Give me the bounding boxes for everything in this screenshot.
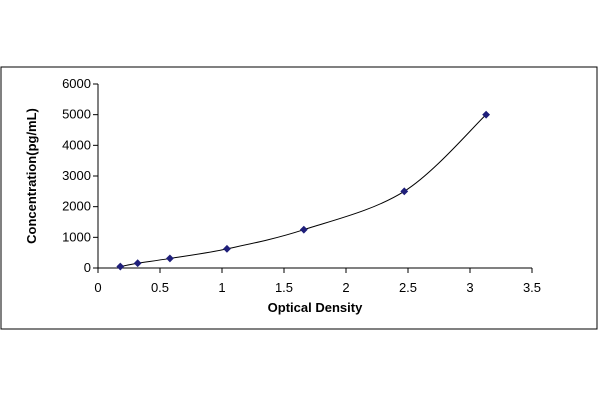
x-tick-label: 1 — [218, 280, 225, 295]
y-tick-label: 1000 — [62, 229, 91, 244]
data-point-marker — [400, 187, 409, 196]
x-tick-label: 0 — [94, 280, 101, 295]
y-tick-label: 3000 — [62, 168, 91, 183]
data-point-marker — [116, 262, 125, 271]
x-tick-label: 0.5 — [151, 280, 169, 295]
fit-curve — [120, 114, 487, 268]
x-tick-label: 1.5 — [275, 280, 293, 295]
data-point-marker — [482, 110, 491, 119]
x-tick-label: 2.5 — [399, 280, 417, 295]
x-tick-label: 2 — [342, 280, 349, 295]
x-axis-title: Optical Density — [268, 300, 363, 315]
data-point-marker — [133, 259, 142, 268]
data-point-marker — [299, 225, 308, 234]
y-tick-label: 2000 — [62, 199, 91, 214]
y-axis-title: Concentration(pg/mL) — [24, 108, 39, 244]
y-tick-label: 0 — [84, 260, 91, 275]
x-tick-label: 3.5 — [523, 280, 541, 295]
plot-area: 0 1000 2000 3000 4000 5000 6000 0 0.5 1 1.5 2 2.5 3 3.… — [62, 76, 541, 295]
x-tick-label: 3 — [466, 280, 473, 295]
plot-frame — [0, 66, 598, 330]
y-tick-label: 4000 — [62, 137, 91, 152]
y-tick-label: 5000 — [62, 107, 91, 122]
data-point-marker — [223, 244, 231, 253]
y-tick-label: 6000 — [62, 76, 91, 91]
data-point-marker — [166, 254, 174, 263]
